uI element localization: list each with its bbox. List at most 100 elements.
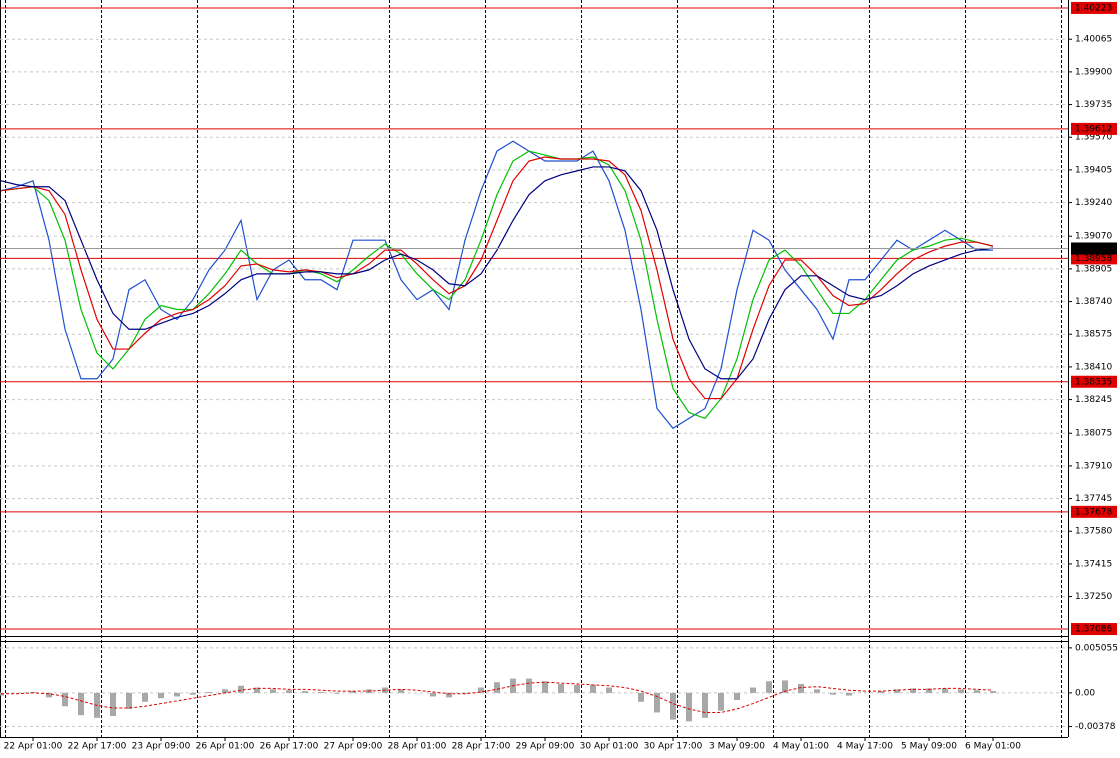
histogram-bar [750,687,756,693]
y-tick-label: 1.38575 [1075,330,1112,340]
signal-line [1,681,994,713]
level-box [1071,252,1117,265]
y-tick-label: 1.40065 [1075,35,1112,45]
histogram-bar [606,687,612,693]
y-tick-label: 1.39900 [1075,67,1112,77]
histogram-bar [78,692,84,716]
x-tick-label: 4 May 01:00 [773,742,829,752]
y-tick-label: 1.37250 [1075,592,1112,602]
histogram-bar [942,688,948,693]
histogram-bar [974,690,980,693]
histogram-bar [718,692,724,711]
histogram-bar [430,692,436,697]
histogram-bar [686,692,692,722]
x-tick-label: 29 Apr 09:00 [516,742,575,752]
frame [0,0,1069,738]
x-tick-label: 28 Apr 17:00 [452,742,511,752]
y-tick-label: 1.37580 [1075,527,1112,537]
histogram-bar [734,692,740,701]
level-box [1071,623,1117,636]
histogram-bar [478,687,484,693]
y-tick-label: 1.37415 [1075,559,1112,569]
histogram-bar [558,683,564,693]
price-line [0,140,993,430]
histogram-bar [814,689,820,693]
x-tick-label: 5 May 09:00 [901,742,957,752]
histogram-bar [958,689,964,693]
histogram-bar [542,681,548,693]
x-tick-label: 26 Apr 01:00 [196,742,255,752]
histogram-bar [494,682,500,693]
histogram-bar [846,692,852,696]
x-tick-label: 30 Apr 01:00 [580,742,639,752]
level-label: 1.40223 [1075,3,1112,13]
histogram-bar [158,692,164,699]
x-tick-label: 4 May 17:00 [837,742,893,752]
last-price-box [1071,242,1117,255]
histogram-bar [270,689,276,693]
y-tick-label: 0.00 [1075,688,1095,698]
histogram-bar [318,691,324,693]
y-tick-label: 1.39070 [1075,232,1112,242]
x-tick-label: 30 Apr 17:00 [644,742,703,752]
level-box [1071,505,1117,518]
last-price-label: 1.39008 [1075,244,1112,254]
level-box [1071,1,1117,14]
y-tick-label: 1.37910 [1075,461,1112,471]
level-box [1071,375,1117,388]
level-label: 1.39612 [1075,124,1112,134]
histogram-bar [110,692,116,717]
histogram-bar [46,692,52,698]
histogram-bar [62,692,68,707]
histogram-bar [350,691,356,693]
histogram-bar [590,684,596,693]
histogram-bar [526,678,532,693]
y-tick-label: 1.38075 [1075,429,1112,439]
histogram-bar [574,684,580,693]
histogram-bar [238,685,244,693]
y-tick-label: 1.39240 [1075,198,1112,208]
histogram-bar [190,692,196,695]
y-tick-label: 1.37745 [1075,494,1112,504]
level-label: 1.38335 [1075,377,1112,387]
histogram-bar [398,689,404,693]
x-tick-label: 26 Apr 17:00 [260,742,319,752]
x-tick-label: 27 Apr 09:00 [324,742,383,752]
y-tick-label: 1.38245 [1075,395,1112,405]
moving-average [0,150,994,420]
y-tick-label: 1.39405 [1075,165,1112,175]
histogram-bar [446,692,452,698]
x-tick-label: 3 May 09:00 [709,742,765,752]
histogram-bar [302,691,308,693]
histogram-bar [254,687,260,693]
level-label: 1.37678 [1075,507,1112,517]
moving-average [0,156,994,400]
x-tick-label: 6 May 01:00 [965,742,1021,752]
histogram-bar [334,692,340,694]
histogram-bar [222,689,228,693]
histogram-bar [670,692,676,720]
y-tick-label: 0.005055 [1075,643,1118,653]
histogram-bar [878,691,884,693]
histogram-bar [782,680,788,693]
x-tick-label: 22 Apr 01:00 [4,742,63,752]
histogram-bar [894,689,900,693]
moving-average [0,166,994,380]
x-tick-label: 22 Apr 17:00 [68,742,127,752]
x-tick-label: 28 Apr 01:00 [388,742,447,752]
x-tick-label: 23 Apr 09:00 [132,742,191,752]
histogram-bar [830,692,836,695]
y-tick-label: -0.00378 [1075,722,1116,732]
level-label: 1.37086 [1075,625,1112,635]
histogram-bar [126,692,132,709]
histogram-bar [702,692,708,718]
histogram-bar [286,690,292,693]
y-tick-label: 1.39570 [1075,133,1112,143]
histogram-bar [990,691,996,693]
histogram-bar [766,681,772,693]
y-tick-label: 1.38410 [1075,362,1112,372]
level-label: 1.38958 [1075,254,1112,264]
y-tick-label: 1.39735 [1075,100,1112,110]
